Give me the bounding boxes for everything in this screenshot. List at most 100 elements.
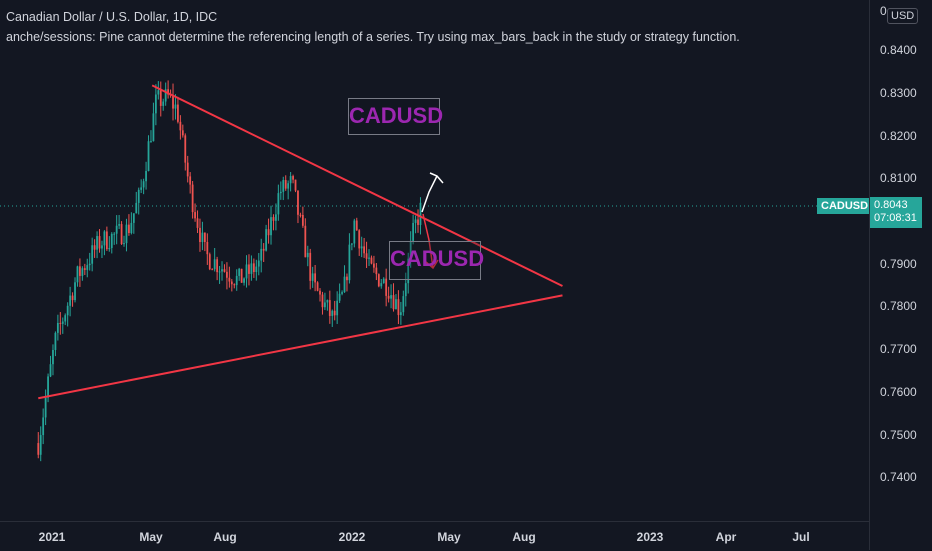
candle-body [382,278,385,284]
candle-body [37,443,40,455]
candle-body [81,268,84,276]
candle-body [267,229,270,236]
candle-body [355,220,358,231]
candle-body [230,281,233,285]
candle-body [272,217,275,221]
candle-body [390,295,392,299]
candle-body [348,244,351,281]
candle-body [115,225,118,234]
candle-body [324,302,326,308]
candle-body [221,269,223,272]
candle-body [370,257,373,264]
symbol-price-tag: CADUSD [817,198,873,214]
candle-body [350,243,353,245]
candle-body [172,95,174,109]
candle-body [110,233,113,248]
candle-body [277,193,280,215]
candle-body [233,284,236,286]
candle-body [328,300,331,316]
time-axis-label: Aug [512,530,536,544]
candle-body [196,218,199,228]
candle-body [145,170,147,182]
candle-body [164,89,167,102]
candle-body [86,265,89,270]
candle-body [409,240,412,259]
candle-body [194,212,196,219]
candle-body [341,292,343,294]
price-axis-label: 0.7500 [880,427,917,442]
candle-body [189,176,192,185]
currency-badge[interactable]: USD [887,8,919,24]
price-axis-label: 0.7400 [880,470,917,485]
candle-body [417,219,419,225]
candle-body [91,245,94,264]
candle-body [174,104,177,109]
candle-body [123,243,125,245]
candle-body [147,141,150,171]
candle-body [54,332,57,350]
up-arrow-head-icon [429,172,444,184]
note-box-bottom[interactable]: CADUSD [389,241,484,280]
candle-body [184,135,187,163]
candle-body [297,190,299,215]
candle-body [130,222,133,234]
time-axis-label: Apr [715,530,737,544]
up-arrow-icon [421,175,438,213]
candle-body [59,322,62,324]
candle-body [399,312,402,316]
candle-body [113,233,116,235]
candle-body [294,179,297,191]
chart-area[interactable]: Canadian Dollar / U.S. Dollar, 1D, IDC a… [0,0,873,521]
candle-body [162,101,165,106]
bar-countdown: 07:08:31 [874,212,917,224]
candle-body [150,141,152,143]
chart-title: Canadian Dollar / U.S. Dollar, 1D, IDC [6,10,218,24]
chart-canvas[interactable] [0,0,869,521]
candle-body [306,252,309,258]
candle-body [98,236,101,249]
candle-body [223,269,226,272]
candle-body [216,259,219,273]
candle-body [140,187,143,190]
candle-body [387,295,390,299]
candle-body [270,217,272,236]
candle-body [47,376,49,398]
price-axis-label: 0.8100 [880,171,917,186]
time-axis-label: 2021 [38,530,66,544]
candle-body [287,183,290,189]
candle-body [179,121,182,131]
time-axis[interactable]: 2021 May Aug 2022 May Aug 2023 Apr Jul [0,521,869,551]
candle-body [154,94,157,114]
candle-body [199,227,201,243]
candle-body [76,266,79,283]
price-axis-top-label: 0. [880,4,891,18]
candle-body [368,257,370,259]
candle-body [375,267,378,275]
candle-body [211,269,214,271]
candle-body [279,191,282,194]
candle-body [152,113,155,142]
candle-body [181,130,184,136]
candle-body [157,90,160,95]
candle-body [69,295,72,306]
time-axis-label: 2023 [636,530,664,544]
candle-body [108,247,111,250]
price-axis[interactable]: 0. 0.8400 0.8300 0.8200 0.8100 0.7900 0.7800 0… [869,0,932,550]
candle-body [326,300,329,303]
candle-body [363,246,366,254]
candle-body [404,283,407,297]
candle-body [257,260,260,267]
candle-body [319,290,321,295]
candle-body [385,278,388,296]
candle-body [338,293,341,301]
candle-body [414,219,417,223]
candle-body [311,273,314,281]
candle-body [135,202,138,214]
candle-body [125,224,128,244]
candle-body [120,224,123,245]
last-price-value: 0.8043 [874,199,908,211]
candle-body [419,202,422,225]
note-box-top[interactable]: CADUSD [348,98,443,135]
candle-body [245,264,248,279]
candle-body [238,268,241,276]
